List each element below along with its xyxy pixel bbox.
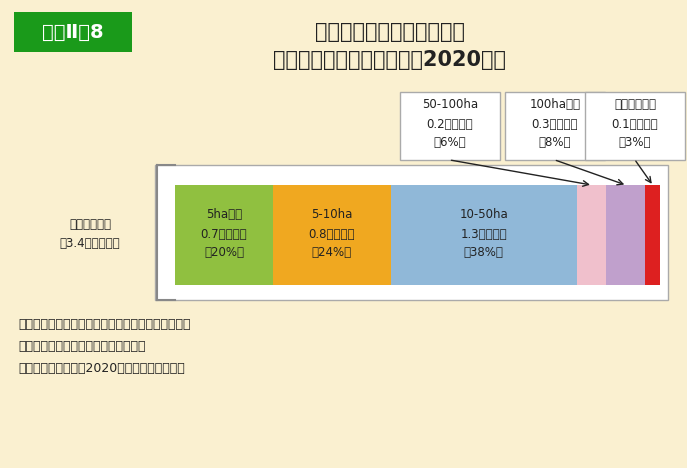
Text: 林業経営体数
（3.4万経営体）: 林業経営体数 （3.4万経営体）: [60, 218, 120, 250]
Bar: [175, 185, 273, 285]
Text: 資料：農林水産省「2020年農林業センサス」: 資料：農林水産省「2020年農林業センサス」: [18, 362, 185, 375]
Text: 10-50ha
1.3万経営体
（38%）: 10-50ha 1.3万経営体 （38%）: [460, 209, 508, 259]
Text: 林業経営体の数と構成割合: 林業経営体の数と構成割合: [315, 22, 465, 42]
Text: 保有山林なし
0.1万経営体
（3%）: 保有山林なし 0.1万経営体 （3%）: [611, 98, 658, 149]
Text: 50-100ha
0.2万経営体
（6%）: 50-100ha 0.2万経営体 （6%）: [422, 98, 478, 149]
Bar: [273, 185, 390, 285]
Text: 資料Ⅱ－8: 資料Ⅱ－8: [42, 22, 104, 42]
Bar: [155, 165, 668, 300]
Text: （保有山林面積規模別）（2020年）: （保有山林面積規模別）（2020年）: [273, 50, 506, 70]
Bar: [645, 185, 660, 285]
Text: 注１：（　）内の数値は合計に占める割合である。: 注１：（ ）内の数値は合計に占める割合である。: [18, 318, 190, 331]
Text: 5ha未満
0.7万経営体
（20%）: 5ha未満 0.7万経営体 （20%）: [201, 209, 247, 259]
Bar: [576, 185, 606, 285]
Text: ２：計の不一致は四捨五入による。: ２：計の不一致は四捨五入による。: [18, 340, 146, 353]
Bar: [14, 12, 132, 52]
Bar: [585, 92, 685, 160]
Text: 5-10ha
0.8万経営体
（24%）: 5-10ha 0.8万経営体 （24%）: [308, 209, 355, 259]
Bar: [390, 185, 576, 285]
Bar: [505, 92, 605, 160]
Text: 100ha以上
0.3万経営体
（8%）: 100ha以上 0.3万経営体 （8%）: [530, 98, 581, 149]
Bar: [400, 92, 500, 160]
Bar: [606, 185, 645, 285]
